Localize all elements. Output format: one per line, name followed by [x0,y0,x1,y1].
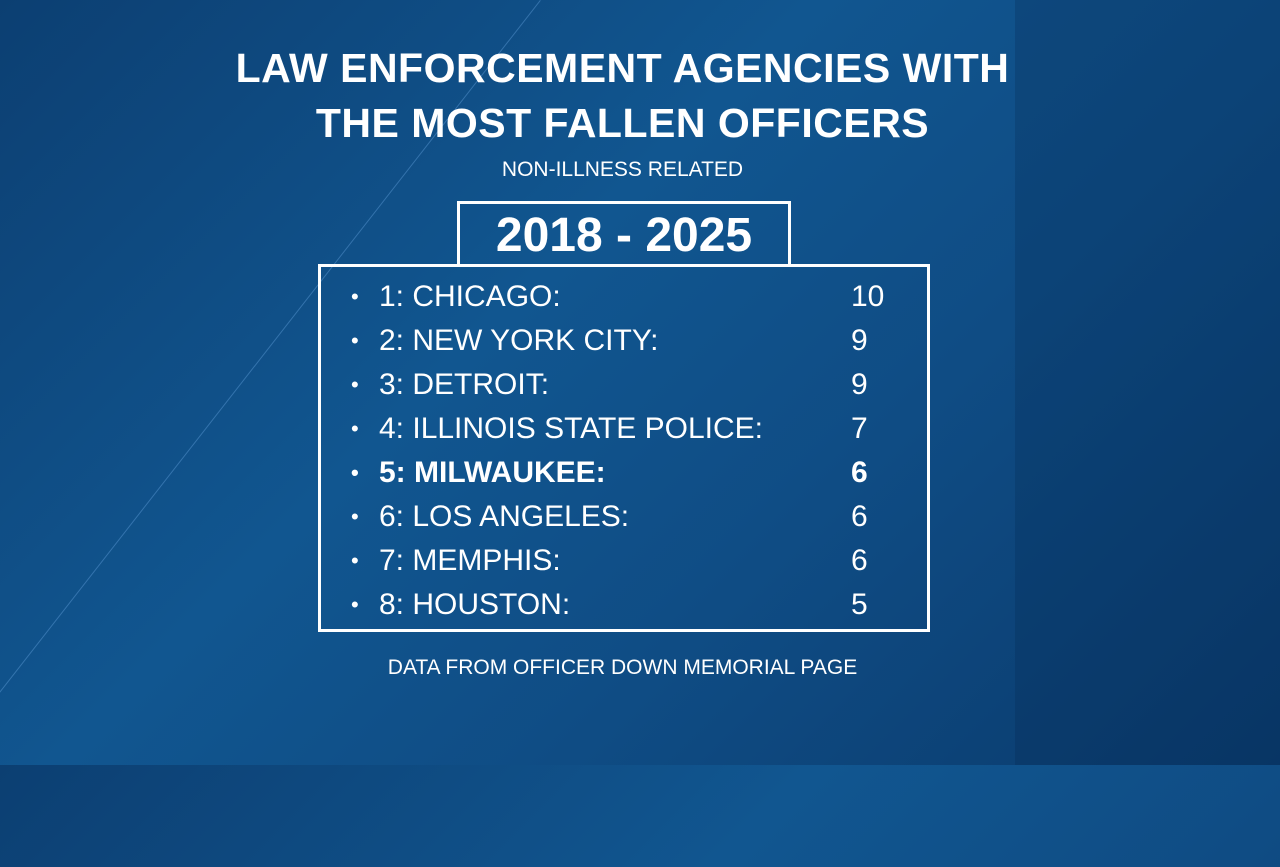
list-item: • 5: MILWAUKEE: 6 [321,451,927,495]
bullet-icon: • [351,460,359,485]
fallen-count: 10 [851,280,885,313]
agency-label: 8: HOUSTON: [379,588,571,621]
list-item: • 6: LOS ANGELES: 6 [321,495,927,539]
bullet-icon: • [351,416,359,441]
fallen-count: 9 [851,324,868,357]
title-line-1: LAW ENFORCEMENT AGENCIES WITH [235,45,1010,91]
fallen-count: 6 [851,544,868,577]
agency-label: 1: CHICAGO: [379,280,561,313]
agency-label: 3: DETROIT: [379,368,550,401]
agency-label: 2: NEW YORK CITY: [379,324,659,357]
list-item: • 1: CHICAGO: 10 [321,275,927,319]
fallen-count: 6 [851,456,868,489]
agency-label: 5: MILWAUKEE: [379,456,606,489]
bullet-icon: • [351,284,359,309]
fallen-count: 9 [851,368,868,401]
agency-label: 7: MEMPHIS: [379,544,561,577]
bullet-icon: • [351,548,359,573]
bullet-icon: • [351,592,359,617]
year-range-box: 2018 - 2025 [457,201,791,266]
source-footer: DATA FROM OFFICER DOWN MEMORIAL PAGE [387,656,858,679]
subtitle: NON-ILLNESS RELATED [501,158,744,181]
bullet-icon: • [351,372,359,397]
agency-label: 6: LOS ANGELES: [379,500,630,533]
bullet-icon: • [351,504,359,529]
list-item: • 7: MEMPHIS: 6 [321,539,927,583]
ranking-list: • 1: CHICAGO: 10 • 2: NEW YORK CITY: 9 • 3… [318,264,930,632]
list-item: • 8: HOUSTON: 5 [321,583,927,627]
list-item: • 2: NEW YORK CITY: 9 [321,319,927,363]
list-item: • 4: ILLINOIS STATE POLICE: 7 [321,407,927,451]
bullet-icon: • [351,328,359,353]
title-line-2: THE MOST FALLEN OFFICERS [315,100,930,146]
fallen-count: 7 [851,412,868,445]
fallen-count: 6 [851,500,868,533]
agency-label: 4: ILLINOIS STATE POLICE: [379,412,764,445]
list-item: • 3: DETROIT: 9 [321,363,927,407]
fallen-count: 5 [851,588,868,621]
